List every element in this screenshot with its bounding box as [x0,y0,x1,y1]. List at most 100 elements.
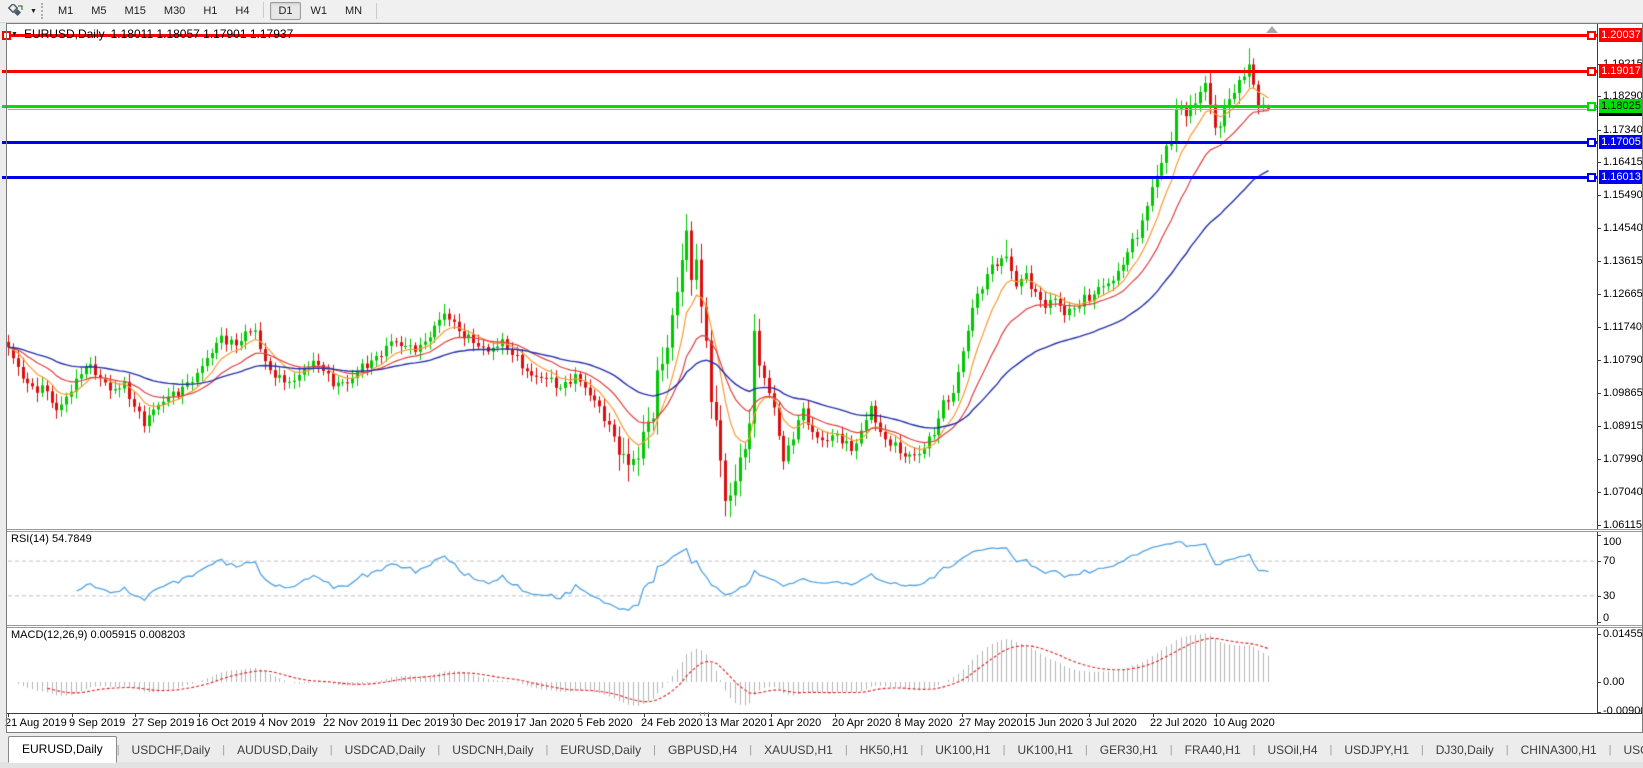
chart-objects-icon[interactable] [3,2,29,20]
time-axis-label: 27 May 2020 [959,717,1023,729]
level-line-right-marker [1587,138,1596,147]
timeframe-button-h1[interactable]: H1 [203,5,218,17]
price-tick-label: 1.06115 [1603,519,1642,531]
time-axis-label: 22 Jul 2020 [1150,717,1207,729]
price-level-badge-1.16013: 1.16013 [1599,170,1643,184]
time-axis-label: 8 May 2020 [895,717,953,729]
macd-values: 0.005915 0.008203 [90,629,186,641]
level-line-1.19017[interactable] [2,70,1597,73]
timeframe-button-h4[interactable]: H4 [235,5,250,17]
level-line-right-marker [1587,67,1596,76]
price-tick-label: 1.17340 [1603,124,1643,136]
price-tickmark [1597,294,1601,295]
time-axis-label: 15 Jun 2020 [1023,717,1084,729]
chart-tab-usdjpy-h1[interactable]: USDJPY,H1 [1344,743,1409,757]
tab-separator: | [653,744,656,756]
time-tickmark [644,714,645,717]
timeframe-toolbar: ▼ M1 M5 M15 M30 H1 H4 D1 W1 MN [0,0,1643,23]
rsi-tickmark [1597,622,1601,623]
tab-separator: | [920,744,924,756]
chart-tab-eurusd-daily[interactable]: EURUSD,Daily [560,743,642,757]
chart-tab-hk50-h1[interactable]: HK50,H1 [859,743,909,757]
price-tickmark [1597,492,1601,493]
rsi-panel-splitter[interactable] [7,529,1643,532]
time-tickmark [72,714,73,717]
chart-tab-uk100-h1[interactable]: UK100,H1 [1017,743,1073,757]
chart-tab-dj30-daily[interactable]: DJ30,Daily [1435,743,1494,757]
level-line-1.16013[interactable] [2,176,1597,179]
rsi-tickmark [1597,561,1601,562]
chart-tab-usdcnh-daily[interactable]: USDCNH,Daily [452,743,534,757]
chart-tab-ger30-h1[interactable]: GER30,H1 [1099,743,1158,757]
chart-tab-uk100-h1[interactable]: UK100,H1 [935,743,991,757]
macd-panel-splitter[interactable] [7,625,1643,628]
chart-tab-china300-h1[interactable]: CHINA300,H1 [1520,743,1597,757]
chart-tab-eurusd-daily[interactable]: EURUSD,Daily [8,736,117,763]
timeframe-button-m30[interactable]: M30 [163,5,186,17]
rsi-name: RSI(14) [11,533,49,545]
time-tickmark [8,714,9,717]
time-tickmark [835,714,836,717]
tab-separator: | [329,744,333,756]
price-level-badge-1.19017: 1.19017 [1599,64,1643,78]
rsi-tick-label: 0 [1603,612,1610,624]
level-line-right-marker [1587,31,1596,40]
time-axis-label: 3 Jul 2020 [1086,717,1137,729]
chart-menu-caret-icon[interactable]: ▼ [11,30,18,38]
price-level-badge-1.20037: 1.20037 [1599,28,1643,42]
chart-objects-caret-icon[interactable]: ▼ [30,7,37,15]
level-line-1.17005[interactable] [2,141,1597,144]
time-axis-label: 16 Oct 2019 [196,717,256,729]
chart-shift-marker-icon[interactable] [1266,26,1278,33]
chart-tab-xauusd-h1[interactable]: XAUUSD,H1 [764,743,833,757]
chart-tab-usdchf-daily[interactable]: USDCHF,Daily [131,743,211,757]
toolbar-separator [376,3,378,19]
timeframe-button-m1[interactable]: M1 [57,5,74,17]
time-axis-label: 10 Aug 2020 [1213,717,1275,729]
price-tickmark [1597,360,1601,361]
chart-tab-usoil-h4[interactable]: USOil,H4 [1267,743,1318,757]
tab-separator: | [1420,744,1424,756]
chart-tab-audusd-daily[interactable]: AUDUSD,Daily [237,743,318,757]
time-axis-label: 4 Nov 2019 [259,717,316,729]
chart-tab-fra40-h1[interactable]: FRA40,H1 [1184,743,1241,757]
price-tick-label: 1.07040 [1603,486,1643,498]
timeframe-group-separator [263,2,265,18]
price-tick-label: 1.11740 [1603,321,1642,333]
splitter-grip-icon[interactable] [700,712,701,716]
rsi-tickmark [1597,535,1601,536]
timeframe-button-mn[interactable]: MN [345,5,363,17]
time-axis-label: 22 Nov 2019 [323,717,386,729]
tab-separator: | [844,744,848,756]
chart-tab-usdcad-daily[interactable]: USDCAD,Daily [344,743,426,757]
price-tickmark [1597,228,1601,229]
time-tickmark [1089,714,1090,717]
tab-separator: | [545,744,549,756]
timeframe-button-w1[interactable]: W1 [310,5,328,17]
time-axis-label: 17 Jan 2020 [514,717,575,729]
timeframe-button-m15[interactable]: M15 [124,5,146,17]
price-tick-label: 1.13615 [1603,255,1643,267]
level-line-right-marker [1587,102,1596,111]
time-axis-label: 9 Sep 2019 [69,717,126,729]
level-line-1.20037[interactable] [2,34,1597,37]
time-tickmark [517,714,518,717]
price-tick-label: 1.16415 [1603,156,1643,168]
price-tickmark [1597,426,1601,427]
toolbar-grip[interactable] [40,3,43,19]
time-tickmark [135,714,136,717]
timeframe-button-m5[interactable]: M5 [91,5,107,17]
timeframe-button-d1[interactable]: D1 [270,2,301,20]
price-tickmark [1597,525,1601,526]
chart-tab-usoil-h1[interactable]: USOil,H1 [1623,743,1643,757]
current-price-line [8,109,1597,110]
tab-separator: | [116,744,120,756]
price-tickmark [1597,459,1601,460]
tab-separator: | [222,744,226,756]
level-line-1.18025[interactable] [2,105,1597,108]
chart-tab-gbpusd-h4[interactable]: GBPUSD,H4 [667,743,738,757]
time-tickmark [1153,714,1154,717]
tab-separator: | [1084,744,1088,756]
price-tick-label: 1.08915 [1603,420,1643,432]
